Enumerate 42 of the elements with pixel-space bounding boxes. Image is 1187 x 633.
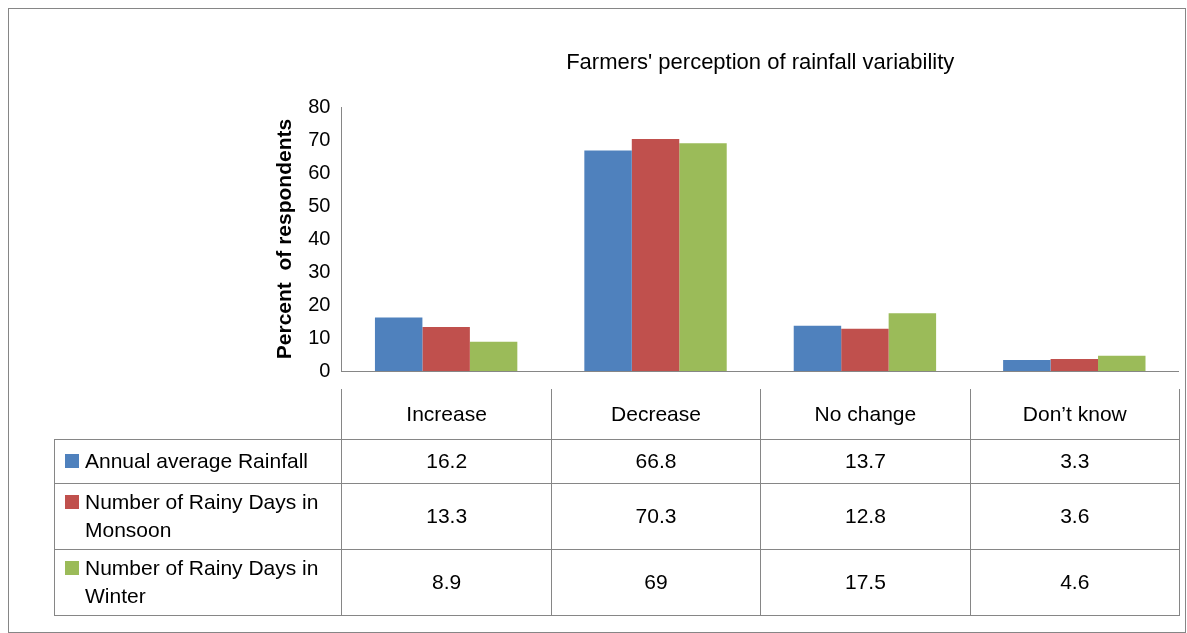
y-tick-label: 10 bbox=[308, 325, 331, 348]
data-label: 8.9 bbox=[341, 549, 552, 615]
data-label: 3.6 bbox=[970, 483, 1180, 549]
y-tick-label: 70 bbox=[308, 127, 331, 150]
x-tick-label: Increase bbox=[341, 389, 552, 439]
bar bbox=[584, 150, 632, 371]
data-label: 70.3 bbox=[551, 483, 761, 549]
data-label: 17.5 bbox=[760, 549, 971, 615]
data-label: 4.6 bbox=[970, 549, 1180, 615]
bar bbox=[793, 325, 842, 371]
bar bbox=[422, 327, 470, 371]
bar bbox=[631, 139, 680, 371]
bar bbox=[841, 328, 889, 371]
bar bbox=[1098, 355, 1146, 371]
data-label: 69 bbox=[551, 549, 761, 615]
data-label: 66.8 bbox=[551, 439, 761, 483]
y-tick-label: 50 bbox=[308, 193, 331, 216]
data-label: 16.2 bbox=[341, 439, 552, 483]
y-tick-label: 40 bbox=[308, 226, 331, 249]
bar bbox=[1003, 360, 1051, 371]
bar bbox=[469, 341, 518, 371]
y-tick-label: 20 bbox=[308, 292, 331, 315]
x-tick-label: No change bbox=[760, 389, 971, 439]
data-label: 3.3 bbox=[970, 439, 1180, 483]
legend-label: Number of Rainy Days in Winter bbox=[85, 555, 320, 609]
legend-label: Number of Rainy Days in Monsoon bbox=[85, 489, 320, 543]
legend-label: Annual average Rainfall bbox=[85, 448, 308, 474]
y-tick-label: 60 bbox=[308, 160, 331, 183]
x-tick-label: Decrease bbox=[551, 389, 761, 439]
y-tick-label: 0 bbox=[319, 358, 331, 381]
data-label: 13.7 bbox=[760, 439, 971, 483]
data-label: 12.8 bbox=[760, 483, 971, 549]
bar bbox=[679, 143, 727, 371]
y-axis-title: Percent of respondents bbox=[272, 118, 296, 360]
data-label: 13.3 bbox=[341, 483, 552, 549]
bar bbox=[374, 317, 423, 371]
bar bbox=[888, 313, 937, 371]
y-tick-label: 80 bbox=[308, 94, 331, 117]
x-tick-label: Don’t know bbox=[970, 389, 1180, 439]
bar bbox=[1050, 359, 1099, 371]
chart-title: Farmers' perception of rainfall variability bbox=[565, 49, 956, 75]
y-tick-label: 30 bbox=[308, 259, 331, 282]
